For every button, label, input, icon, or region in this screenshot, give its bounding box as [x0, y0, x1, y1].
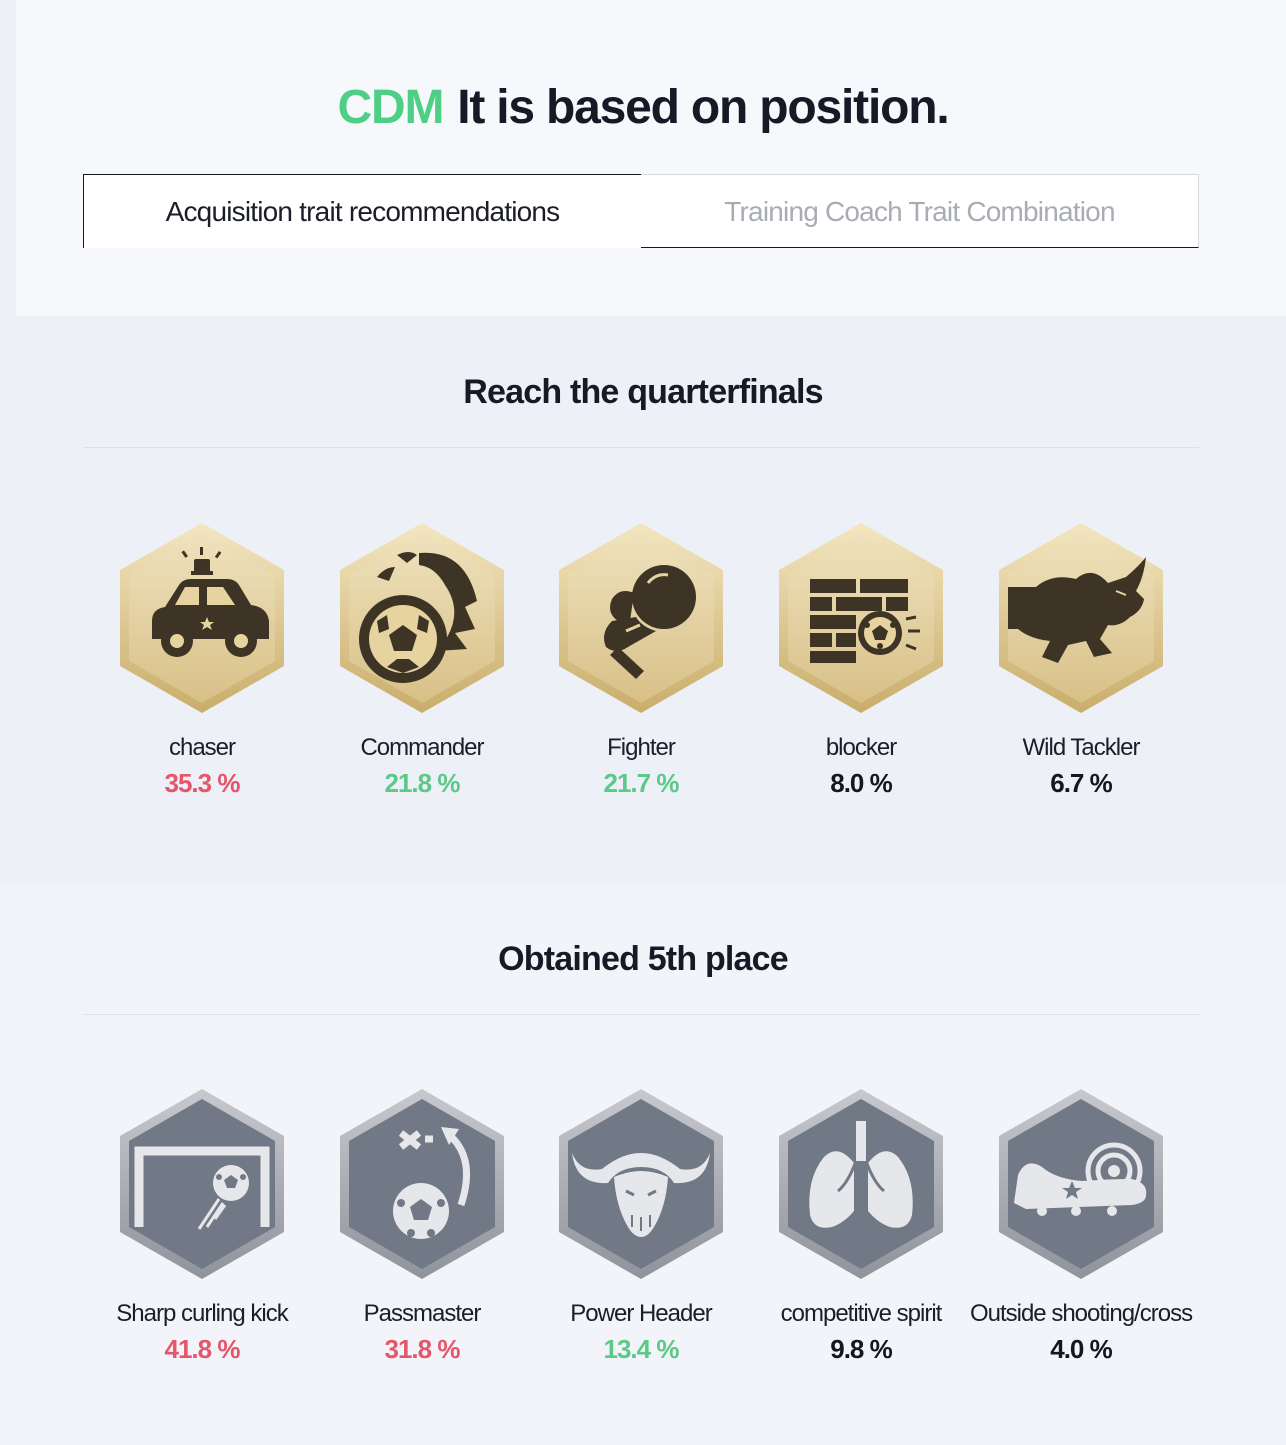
section-divider	[83, 1014, 1199, 1015]
section-fifth-place: Obtained 5th place Sharp curling kick 41…	[0, 883, 1286, 1445]
trait-name: chaser	[168, 734, 236, 761]
trait-name: Fighter	[607, 734, 676, 761]
trait-percent: 31.8 %	[384, 1334, 461, 1364]
buffalo-icon	[559, 1089, 723, 1279]
police-car-icon	[120, 523, 284, 713]
trait-name: Sharp curling kick	[116, 1300, 288, 1327]
section-divider	[83, 447, 1199, 448]
brick-wall-ball-icon	[779, 523, 943, 713]
tab-bar: Acquisition trait recommendations Traini…	[83, 174, 1199, 248]
trait-percent: 8.0 %	[830, 768, 893, 798]
trait-card[interactable]: Sharp curling kick 41.8 %	[82, 1087, 322, 1364]
goal-curl-kick-icon	[120, 1089, 284, 1279]
trait-card[interactable]: Commander 21.8 %	[302, 521, 542, 798]
trait-card[interactable]: Wild Tackler 6.7 %	[961, 521, 1201, 798]
trait-percent: 35.3 %	[164, 768, 241, 798]
trait-card[interactable]: chaser 35.3 %	[82, 521, 322, 798]
trait-percent: 4.0 %	[1050, 1334, 1113, 1364]
trait-name: Power Header	[570, 1300, 712, 1327]
page-title-text: It is based on position.	[457, 81, 949, 134]
section-title: Reach the quarterfinals	[463, 373, 823, 411]
trait-percent: 13.4 %	[603, 1334, 680, 1364]
tab-training-coach[interactable]: Training Coach Trait Combination	[641, 174, 1199, 248]
commander-ball-icon	[340, 523, 504, 713]
section-quarterfinals: Reach the quarterfinals cha	[0, 316, 1286, 883]
trait-name: Commander	[360, 734, 484, 761]
page-title: CDM It is based on position.	[0, 78, 1286, 138]
tab-acquisition-traits[interactable]: Acquisition trait recommendations	[83, 174, 642, 248]
page-header: CDM It is based on position. Acquisition …	[0, 0, 1286, 316]
section-title: Obtained 5th place	[498, 940, 789, 978]
boot-target-icon	[999, 1089, 1163, 1279]
trait-card[interactable]: blocker 8.0 %	[741, 521, 981, 798]
trait-percent: 6.7 %	[1050, 768, 1113, 798]
boxing-glove-icon	[559, 523, 723, 713]
trait-name: competitive spirit	[780, 1300, 943, 1327]
rhino-icon	[999, 523, 1163, 713]
trait-card[interactable]: Outside shooting/cross 4.0 %	[961, 1087, 1201, 1364]
trait-card[interactable]: Passmaster 31.8 %	[302, 1087, 542, 1364]
trait-name: blocker	[825, 734, 897, 761]
trait-percent: 9.8 %	[830, 1334, 893, 1364]
trait-name: Passmaster	[363, 1300, 482, 1327]
trait-name: Wild Tackler	[1022, 734, 1141, 761]
trait-name: Outside shooting/cross	[969, 1300, 1193, 1327]
position-label: CDM	[337, 81, 445, 134]
trait-percent: 21.7 %	[603, 768, 680, 798]
trait-card[interactable]: competitive spirit 9.8 %	[741, 1087, 981, 1364]
trait-percent: 41.8 %	[164, 1334, 241, 1364]
pass-tactic-icon	[340, 1089, 504, 1279]
lungs-icon	[779, 1089, 943, 1279]
trait-percent: 21.8 %	[384, 768, 461, 798]
trait-card[interactable]: Power Header 13.4 %	[521, 1087, 761, 1364]
trait-card[interactable]: Fighter 21.7 %	[521, 521, 761, 798]
